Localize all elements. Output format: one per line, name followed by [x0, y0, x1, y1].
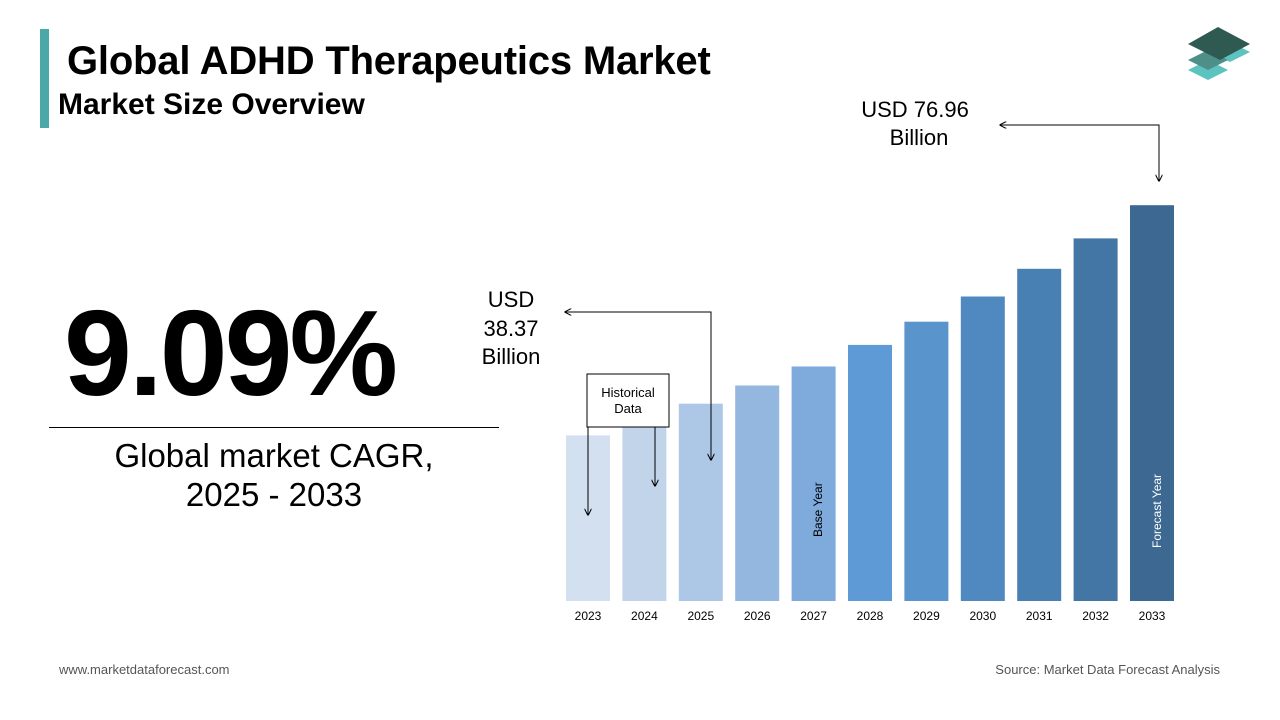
x-tick-2032: 2032	[1082, 609, 1109, 623]
x-tick-2033: 2033	[1139, 609, 1166, 623]
bar-2026	[735, 385, 780, 601]
footer-source: Source: Market Data Forecast Analysis	[995, 662, 1220, 677]
cagr-label: Global market CAGR, 2025 - 2033	[49, 436, 499, 514]
brand-logo-icon	[1188, 27, 1250, 80]
x-tick-2025: 2025	[687, 609, 714, 623]
start-value-line1: USD	[488, 287, 534, 312]
x-tick-2028: 2028	[857, 609, 884, 623]
page-title: Global ADHD Therapeutics Market	[67, 39, 711, 83]
x-tick-2023: 2023	[575, 609, 602, 623]
bar-2027	[791, 366, 836, 601]
x-tick-2031: 2031	[1026, 609, 1053, 623]
cagr-label-line1: Global market CAGR,	[114, 437, 434, 474]
x-tick-2027: 2027	[800, 609, 827, 623]
title-accent-bar	[40, 29, 49, 128]
base-year-label: Base Year	[811, 482, 825, 537]
end-value-line2: Billion	[890, 125, 949, 150]
bar-2024	[622, 420, 667, 601]
bar-2033	[1130, 205, 1174, 601]
cagr-label-line2: 2025 - 2033	[185, 476, 363, 513]
footer-website: www.marketdataforecast.com	[59, 662, 230, 677]
start-value-line2: 38.37	[483, 316, 538, 341]
cagr-value: 9.09%	[64, 285, 398, 421]
bar-2029	[904, 321, 949, 601]
start-value-arrow	[565, 312, 711, 460]
start-value-line3: Billion	[482, 344, 541, 369]
x-tick-2030: 2030	[969, 609, 996, 623]
historical-data-box	[586, 373, 670, 428]
x-tick-2029: 2029	[913, 609, 940, 623]
bar-2028	[848, 344, 892, 601]
page-subtitle: Market Size Overview	[58, 88, 365, 121]
bar-2025	[678, 403, 723, 601]
bar-2031	[1017, 268, 1062, 601]
end-value-line1: USD 76.96	[861, 97, 969, 122]
forecast-year-label: Forecast Year	[1150, 474, 1164, 548]
x-tick-2026: 2026	[744, 609, 771, 623]
end-value-arrow	[1000, 125, 1159, 181]
bar-2030	[960, 296, 1005, 601]
x-tick-2024: 2024	[631, 609, 658, 623]
historical-label-line2: Data	[614, 401, 642, 416]
historical-label-line1: Historical	[601, 385, 655, 400]
bar-2032	[1073, 238, 1118, 601]
cagr-divider	[49, 427, 499, 428]
